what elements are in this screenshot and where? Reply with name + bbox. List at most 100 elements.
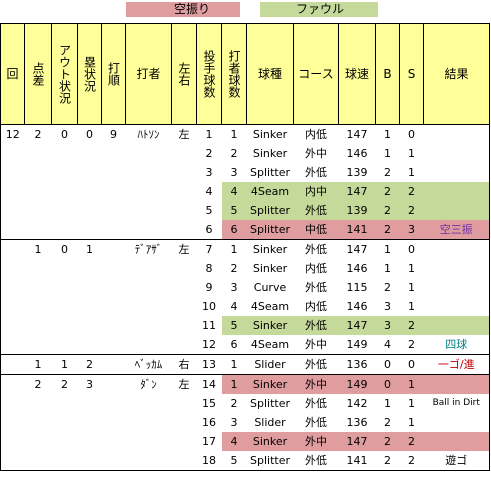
table-row: 16 3 Slider 外低 136 2 1	[0, 413, 490, 432]
cell-inning	[0, 220, 25, 240]
header-course: コース	[293, 23, 339, 125]
cell-inning	[0, 374, 25, 394]
cell-runners	[77, 451, 102, 471]
header-pitch-type: 球種	[246, 23, 294, 125]
cell-speed: 139	[346, 166, 368, 179]
cell-batter-count: 1	[221, 239, 247, 259]
cell-course: 外低	[293, 316, 339, 335]
cell-speed: 147	[338, 239, 376, 259]
cell-pitcher-count: 15	[202, 397, 216, 410]
header-speed: 球速	[338, 23, 376, 125]
cell-order: 9	[101, 124, 126, 144]
cell-course: 外中	[305, 338, 327, 351]
cell-strikes: 1	[408, 147, 415, 160]
cell-strikes: 2	[408, 338, 415, 351]
cell-pitcher-count: 13	[196, 354, 222, 375]
cell-hand	[172, 144, 197, 163]
cell-hand	[172, 220, 197, 240]
header-runners: 塁状況	[77, 23, 102, 125]
cell-pitch-type: Sinker	[252, 262, 288, 275]
cell-result	[423, 374, 490, 394]
cell-inning	[0, 432, 25, 451]
cell-course: 内中	[293, 182, 339, 201]
header-hand: 左右	[171, 23, 197, 125]
cell-inning	[0, 316, 25, 335]
cell-course: 外低	[293, 451, 339, 471]
header-pitcher-count: 投手球数	[196, 23, 222, 125]
cell-hand	[172, 201, 197, 220]
table-row: 6 6 Splitter 中低 141 2 3 空三振	[0, 220, 490, 240]
cell-inning	[0, 335, 25, 355]
cell-speed: 146	[346, 300, 368, 313]
cell-pitch-type: Curve	[253, 281, 287, 294]
cell-strikes: 1	[399, 374, 424, 394]
cell-batter: ﾃﾞｱｻﾞ	[125, 239, 172, 259]
cell-runners	[78, 201, 102, 220]
cell-pitcher-count: 5	[205, 204, 213, 217]
cell-pitcher-count: 12	[202, 338, 216, 351]
cell-result: 一ゴ/進	[423, 354, 490, 375]
cell-pitch-type: Sinker	[246, 124, 294, 144]
cell-pitcher-count: 3	[205, 166, 213, 179]
cell-course: 内低	[305, 262, 327, 275]
cell-score-diff	[25, 201, 52, 220]
cell-batter-count: 2	[230, 262, 238, 275]
cell-outs	[52, 297, 78, 316]
cell-runners	[78, 316, 102, 335]
cell-order	[102, 394, 126, 413]
cell-outs	[52, 220, 78, 240]
cell-speed: 149	[338, 374, 376, 394]
cell-speed: 141	[338, 451, 376, 471]
cell-balls: 2	[375, 220, 400, 240]
cell-balls: 1	[375, 239, 400, 259]
cell-hand	[172, 335, 197, 355]
cell-course: 中低	[293, 220, 339, 240]
cell-result	[423, 413, 490, 432]
cell-score-diff: 1	[24, 354, 52, 375]
cell-inning	[0, 297, 25, 316]
cell-score-diff	[25, 220, 52, 240]
cell-pitch-type: Splitter	[246, 220, 294, 240]
cell-pitcher-count: 8	[205, 262, 213, 275]
cell-result	[423, 259, 490, 278]
cell-score-diff	[25, 394, 52, 413]
cell-course: 外中	[305, 147, 327, 160]
cell-batter	[126, 335, 172, 355]
cell-order	[102, 220, 126, 240]
cell-batter: ﾊﾄｿﾝ	[125, 124, 172, 144]
cell-course: 内低	[293, 124, 339, 144]
cell-speed: 146	[346, 147, 368, 160]
cell-result	[423, 432, 490, 451]
cell-strikes: 1	[408, 262, 415, 275]
cell-pitch-type: Splitter	[250, 166, 290, 179]
cell-pitch-type: Sinker	[246, 432, 294, 451]
cell-runners	[78, 144, 102, 163]
cell-runners: 3	[77, 374, 102, 394]
cell-batter-count: 1	[221, 374, 247, 394]
cell-outs	[51, 451, 78, 471]
cell-course: 内低	[305, 300, 327, 313]
header-batter-count: 打者球数	[221, 23, 247, 125]
cell-pitcher-count: 16	[202, 416, 216, 429]
cell-speed: 149	[346, 338, 368, 351]
cell-pitcher-count: 14	[196, 374, 222, 394]
cell-inning	[0, 163, 25, 182]
cell-speed: 146	[346, 262, 368, 275]
cell-strikes: 1	[408, 397, 415, 410]
header-outs: アウト状況	[51, 23, 78, 125]
cell-strikes: 0	[399, 124, 424, 144]
cell-batter-count: 3	[230, 166, 238, 179]
cell-outs	[52, 259, 78, 278]
cell-batter-count: 3	[230, 416, 238, 429]
cell-pitcher-count: 10	[202, 300, 216, 313]
cell-inning	[0, 278, 25, 297]
cell-outs	[52, 413, 78, 432]
table-row: 18 5 Splitter 外低 141 2 2 遊ゴ	[0, 451, 490, 471]
cell-result	[423, 316, 490, 335]
cell-order	[102, 182, 126, 201]
cell-batter-count: 2	[230, 147, 238, 160]
cell-order	[102, 432, 126, 451]
table-row: 1 1 2 ﾍﾞｯｶﾑ右 13 1 Slider 外低 136 0 0 一ゴ/進	[0, 354, 490, 375]
cell-course: 外低	[293, 239, 339, 259]
cell-balls: 2	[375, 201, 400, 220]
